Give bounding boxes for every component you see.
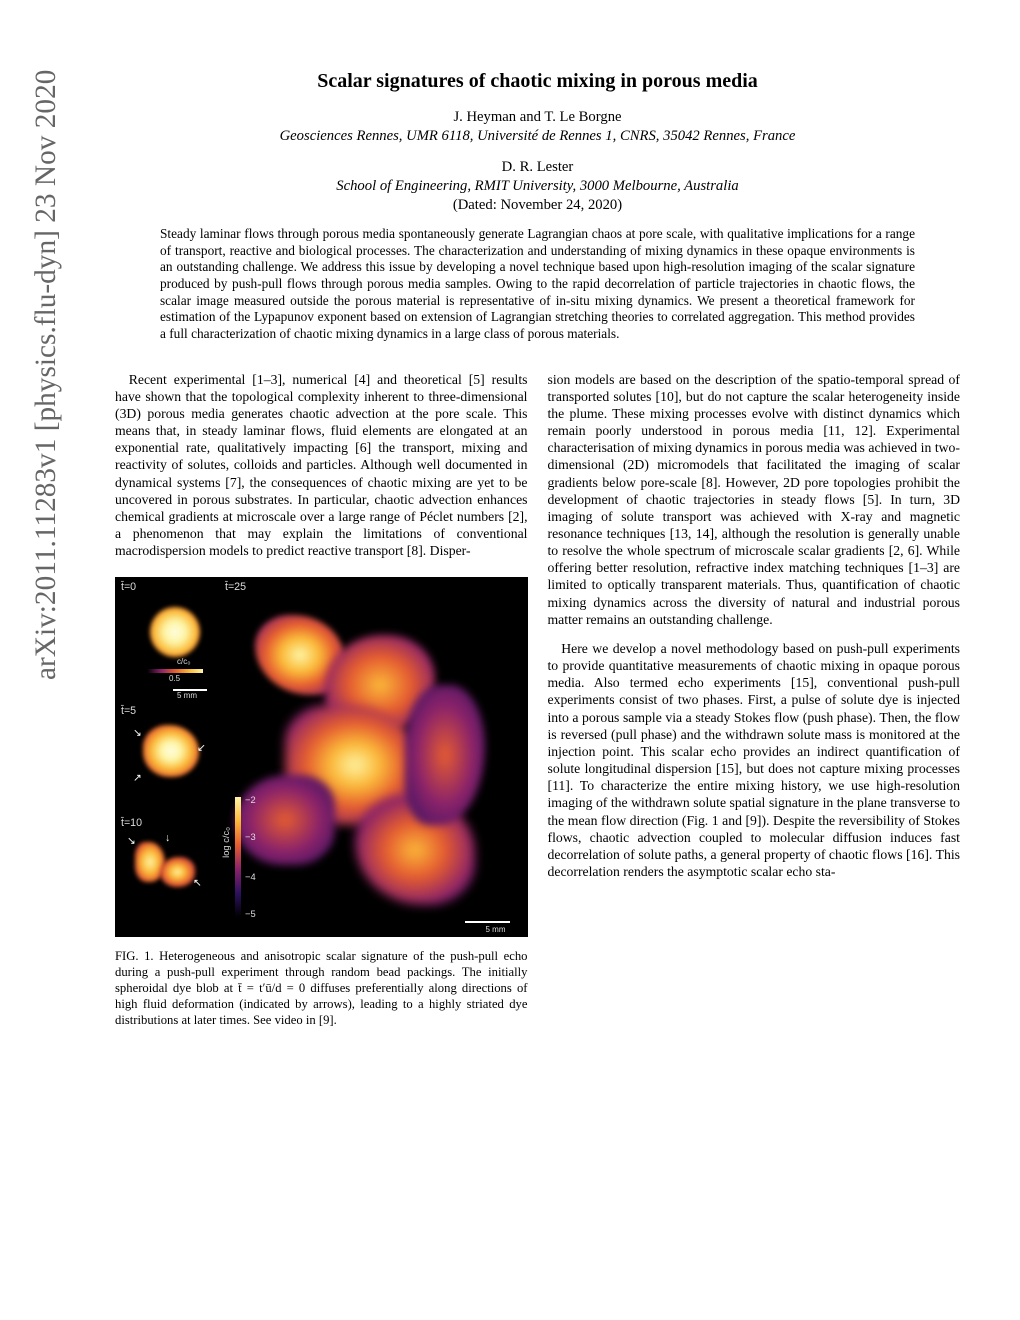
fig-arrow-icon: ↖ bbox=[193, 877, 202, 890]
figure-1-caption: FIG. 1. Heterogeneous and anisotropic sc… bbox=[115, 949, 528, 1028]
fig-arrow-icon: ↓ bbox=[165, 832, 170, 845]
paper-date: (Dated: November 24, 2020) bbox=[115, 197, 960, 214]
fig-scale-label-1: 5 mm bbox=[177, 691, 197, 701]
fig-t25-panel bbox=[225, 595, 520, 929]
fig-log-colorbar bbox=[235, 797, 241, 917]
two-column-body: Recent experimental [1–3], numerical [4]… bbox=[115, 371, 960, 1029]
body-paragraph: Here we develop a novel methodology base… bbox=[548, 640, 961, 880]
fig-cb-tick: −2 bbox=[245, 795, 256, 807]
fig-scale-label-2: 5 mm bbox=[486, 925, 506, 935]
fig-cc0-colorbar bbox=[147, 669, 203, 673]
abstract: Steady laminar flows through porous medi… bbox=[160, 226, 915, 343]
affiliation-1: Geosciences Rennes, UMR 6118, Université… bbox=[115, 128, 960, 145]
fig-timestamp-5: t̄=5 bbox=[121, 705, 136, 718]
fig-timestamp-25: t̄=25 bbox=[225, 581, 246, 594]
fig-cc0-label: c/c₀ bbox=[177, 657, 191, 667]
fig-scalebar-2 bbox=[465, 921, 510, 923]
left-column: Recent experimental [1–3], numerical [4]… bbox=[115, 371, 528, 1029]
right-column: sion models are based on the description… bbox=[548, 371, 961, 1029]
fig-blob-t0 bbox=[150, 607, 200, 657]
fig-blob-t10b bbox=[160, 857, 195, 887]
figure-1: t̄=0 c/c₀ 0.5 5 mm t̄=5 ↘ ↙ ↗ t̄=10 bbox=[115, 577, 528, 1028]
fig-striation bbox=[235, 775, 335, 865]
fig-timestamp-10: t̄=10 bbox=[121, 817, 142, 830]
fig-arrow-icon: ↗ bbox=[133, 772, 142, 785]
author-names-1: J. Heyman and T. Le Borgne bbox=[115, 109, 960, 126]
fig-arrow-icon: ↘ bbox=[127, 835, 136, 848]
body-paragraph: Recent experimental [1–3], numerical [4]… bbox=[115, 371, 528, 560]
paragraph-spacer bbox=[548, 628, 961, 640]
fig-arrow-icon: ↘ bbox=[133, 727, 142, 740]
fig-cc0-tick: 0.5 bbox=[169, 674, 180, 684]
fig-arrow-icon: ↙ bbox=[197, 742, 206, 755]
figure-1-image: t̄=0 c/c₀ 0.5 5 mm t̄=5 ↘ ↙ ↗ t̄=10 bbox=[115, 577, 528, 937]
author-names-2: D. R. Lester bbox=[115, 159, 960, 176]
author-block-1: J. Heyman and T. Le Borgne Geosciences R… bbox=[115, 109, 960, 145]
fig-timestamp-0: t̄=0 bbox=[121, 581, 136, 594]
body-paragraph: sion models are based on the description… bbox=[548, 371, 961, 628]
arxiv-id-banner: arXiv:2011.11283v1 [physics.flu-dyn] 23 … bbox=[30, 70, 63, 680]
fig-striation bbox=[405, 685, 485, 825]
author-block-2: D. R. Lester School of Engineering, RMIT… bbox=[115, 159, 960, 214]
fig-cb-tick: −4 bbox=[245, 872, 256, 884]
paper-title: Scalar signatures of chaotic mixing in p… bbox=[115, 70, 960, 93]
fig-blob-t5 bbox=[143, 725, 199, 777]
fig-cb-tick: −3 bbox=[245, 832, 256, 844]
affiliation-2: School of Engineering, RMIT University, … bbox=[115, 178, 960, 195]
page-content: Scalar signatures of chaotic mixing in p… bbox=[115, 0, 960, 1028]
fig-cb-label: log c/c₀ bbox=[221, 827, 233, 858]
fig-cb-tick: −5 bbox=[245, 909, 256, 921]
